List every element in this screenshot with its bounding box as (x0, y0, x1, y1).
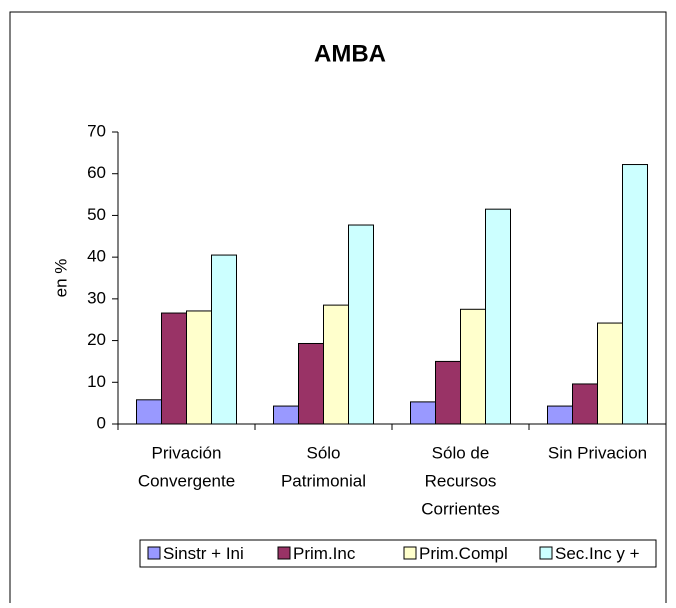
legend-swatch (147, 546, 161, 560)
bar (547, 405, 573, 425)
bar (348, 224, 374, 425)
x-tick-label: Sólo de (432, 443, 490, 462)
bar (622, 164, 648, 425)
y-tick-label: 10 (87, 372, 106, 391)
legend-label: Sec.Inc y + (555, 544, 640, 563)
bar (572, 383, 598, 425)
legend-label: Sinstr + Ini (163, 544, 244, 563)
bar (460, 308, 486, 425)
y-tick-label: 20 (87, 330, 106, 349)
x-tick-label: Corrientes (421, 499, 499, 518)
legend-label: Prim.Inc (293, 544, 356, 563)
legend-box (139, 539, 657, 568)
chart-title: AMBA (314, 40, 386, 67)
legend-swatch (539, 546, 553, 560)
bar (186, 310, 212, 425)
bar (597, 322, 623, 425)
x-tick-label: Sin Privacion (548, 443, 647, 462)
y-tick-label: 0 (97, 413, 106, 432)
chart-frame (9, 11, 667, 603)
y-tick-label: 40 (87, 247, 106, 266)
x-tick-label: Privación (152, 443, 222, 462)
y-tick-label: 50 (87, 205, 106, 224)
x-tick-label: Patrimonial (281, 471, 366, 490)
y-tick-label: 30 (87, 288, 106, 307)
y-tick-label: 60 (87, 163, 106, 182)
x-tick-label: Sólo (306, 443, 340, 462)
legend-swatch (403, 546, 417, 560)
y-tick-label: 70 (87, 121, 106, 140)
bar (323, 304, 349, 425)
bar (298, 342, 324, 425)
x-tick-label: Recursos (425, 471, 497, 490)
bar (273, 405, 299, 425)
bar (410, 401, 436, 425)
bar (211, 254, 237, 425)
bar (435, 360, 461, 425)
legend-swatch (277, 546, 291, 560)
legend-label: Prim.Compl (419, 544, 508, 563)
x-tick-label: Convergente (138, 471, 235, 490)
bar (136, 399, 162, 425)
bar (485, 208, 511, 425)
bar (161, 312, 187, 425)
y-axis-label: en % (51, 259, 70, 298)
